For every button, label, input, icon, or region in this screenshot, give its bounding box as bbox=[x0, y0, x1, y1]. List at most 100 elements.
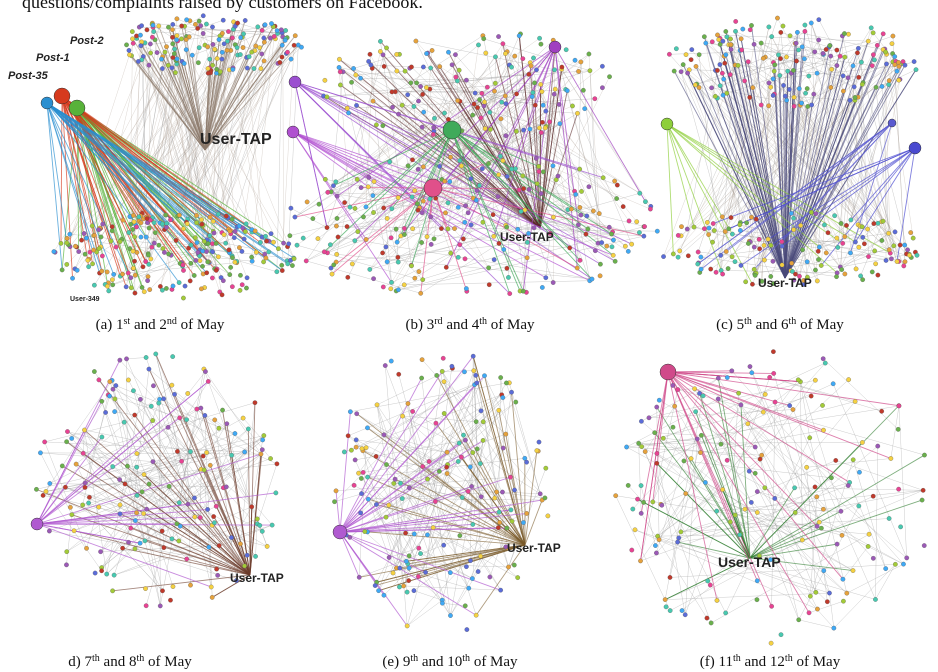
node bbox=[271, 240, 275, 244]
node bbox=[398, 481, 402, 485]
node bbox=[118, 358, 122, 362]
node bbox=[587, 52, 591, 56]
node bbox=[181, 227, 185, 231]
node bbox=[851, 458, 855, 462]
node bbox=[539, 130, 543, 134]
node bbox=[238, 52, 242, 56]
node bbox=[867, 532, 871, 536]
node bbox=[789, 261, 793, 265]
node bbox=[382, 593, 386, 597]
node bbox=[87, 495, 91, 499]
node bbox=[141, 265, 145, 269]
node bbox=[738, 223, 742, 227]
node bbox=[383, 363, 387, 367]
node bbox=[92, 283, 96, 287]
node bbox=[200, 249, 204, 253]
network-graph bbox=[287, 32, 660, 296]
node bbox=[60, 464, 64, 468]
node bbox=[241, 32, 245, 36]
edge bbox=[400, 568, 469, 588]
node bbox=[564, 48, 568, 52]
node bbox=[591, 209, 595, 213]
node bbox=[493, 55, 497, 59]
node bbox=[401, 584, 405, 588]
node bbox=[164, 213, 168, 217]
node bbox=[873, 597, 877, 601]
node bbox=[887, 78, 891, 82]
edge bbox=[761, 43, 778, 55]
node bbox=[861, 235, 865, 239]
node bbox=[468, 558, 472, 562]
node bbox=[541, 170, 545, 174]
node bbox=[151, 29, 155, 33]
node bbox=[577, 167, 581, 171]
node bbox=[452, 226, 456, 230]
node bbox=[800, 248, 804, 252]
node bbox=[216, 212, 220, 216]
node bbox=[418, 84, 422, 88]
node bbox=[749, 23, 753, 27]
edge bbox=[641, 372, 668, 561]
node bbox=[453, 52, 457, 56]
node bbox=[856, 46, 860, 50]
node bbox=[126, 271, 130, 275]
node bbox=[486, 161, 490, 165]
node bbox=[120, 272, 124, 276]
node bbox=[395, 69, 399, 73]
node bbox=[443, 211, 447, 215]
node-label: User-TAP bbox=[718, 554, 781, 570]
node-label: Post-1 bbox=[36, 52, 70, 64]
node bbox=[92, 369, 96, 373]
node bbox=[172, 51, 176, 55]
node bbox=[840, 533, 844, 537]
node bbox=[637, 230, 641, 234]
node bbox=[612, 179, 616, 183]
node bbox=[769, 243, 773, 247]
node bbox=[709, 267, 713, 271]
edge bbox=[37, 524, 140, 543]
node bbox=[97, 378, 101, 382]
node bbox=[822, 223, 826, 227]
node bbox=[574, 192, 578, 196]
edge bbox=[678, 389, 695, 390]
hub-node bbox=[443, 121, 461, 139]
node bbox=[755, 489, 759, 493]
node bbox=[150, 35, 154, 39]
node bbox=[365, 475, 369, 479]
node bbox=[840, 267, 844, 271]
node bbox=[841, 599, 845, 603]
node bbox=[384, 245, 388, 249]
caption-superscript: rd bbox=[434, 316, 442, 327]
node bbox=[189, 261, 193, 265]
node bbox=[111, 387, 115, 391]
node bbox=[876, 444, 880, 448]
node bbox=[70, 512, 74, 516]
node bbox=[214, 241, 218, 245]
node bbox=[171, 284, 175, 288]
node bbox=[671, 425, 675, 429]
node bbox=[400, 103, 404, 107]
node bbox=[639, 483, 643, 487]
node bbox=[858, 274, 862, 278]
node bbox=[610, 245, 614, 249]
node bbox=[893, 562, 897, 566]
node bbox=[787, 403, 791, 407]
node bbox=[260, 529, 264, 533]
node bbox=[427, 459, 431, 463]
node bbox=[843, 234, 847, 238]
node bbox=[371, 210, 375, 214]
node bbox=[444, 265, 448, 269]
node bbox=[689, 456, 693, 460]
node bbox=[815, 495, 819, 499]
node bbox=[82, 231, 86, 235]
node bbox=[101, 222, 105, 226]
node bbox=[196, 61, 200, 65]
node bbox=[354, 103, 358, 107]
node bbox=[536, 164, 540, 168]
node bbox=[280, 268, 284, 272]
node bbox=[150, 418, 154, 422]
node bbox=[480, 167, 484, 171]
node bbox=[390, 105, 394, 109]
node bbox=[766, 104, 770, 108]
node bbox=[374, 454, 378, 458]
